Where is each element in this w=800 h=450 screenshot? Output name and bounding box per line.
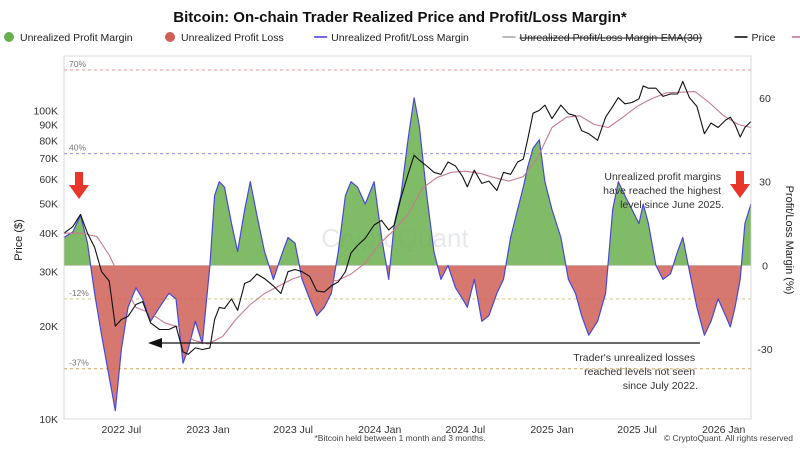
reference-label: -37% (69, 358, 89, 368)
x-tick-label: 2022 Jul (102, 424, 142, 436)
annotation-loss-line-1: Trader's unrealized losses (573, 352, 695, 364)
reference-label: -12% (69, 288, 89, 298)
x-tick-label: 2026 Jan (702, 424, 745, 436)
reference-label: 70% (69, 59, 86, 69)
left-tick-label: 70K (39, 153, 58, 165)
legend-item: Price (734, 32, 776, 44)
legend-item: Unrealized Profit Margin (4, 32, 133, 44)
plot-frame (63, 55, 752, 420)
left-arrow-icon (148, 338, 700, 348)
legend-label: Price (752, 32, 776, 44)
legend-item: Unrealized Profit Loss (165, 32, 284, 44)
legend-label: Unrealized Profit Margin (20, 32, 133, 44)
down-arrow-right-icon (730, 171, 750, 198)
left-tick-label: 60K (39, 174, 58, 186)
profit-area (64, 97, 751, 266)
left-tick-label: 100K (33, 105, 58, 117)
annotations: Unrealized profit margins have reached t… (573, 171, 724, 392)
x-tick-label: 2024 Jul (446, 424, 486, 436)
right-tick-label: 60 (759, 93, 771, 105)
chart-title: Bitcoin: On-chain Trader Realized Price … (173, 9, 627, 26)
copyright: © CryptoQuant. All rights reserved (664, 433, 793, 443)
left-tick-label: 30K (39, 267, 58, 279)
annotation-loss-line-3: since July 2022. (623, 380, 698, 392)
x-tick-label: 2025 Jan (530, 424, 573, 436)
margin-line (63, 97, 752, 412)
annotation-profit-line-1: Unrealized profit margins (604, 171, 721, 183)
annotation-arrows (69, 171, 750, 348)
annotation-loss-line-2: reached levels not seen (584, 366, 695, 378)
left-tick-label: 10K (39, 414, 58, 426)
loss-area (64, 265, 751, 411)
annotation-loss: Trader's unrealized losses reached level… (573, 352, 698, 392)
right-tick-label: 30 (759, 177, 771, 189)
annotation-profit-line-3: level since June 2025. (620, 199, 724, 211)
legend-item: Unrealized Profit/Loss Margin (314, 32, 469, 44)
reference-label: 40% (69, 143, 86, 153)
legend-item: Realized Price (791, 36, 800, 38)
x-tick-label: 2023 Jan (186, 424, 229, 436)
left-tick-label: 40K (39, 228, 58, 240)
right-tick-label: -30 (757, 344, 772, 356)
annotation-profit: Unrealized profit margins have reached t… (603, 171, 724, 211)
left-tick-label: 50K (39, 198, 58, 210)
x-tick-label: 2024 Jan (358, 424, 401, 436)
left-tick-label: 80K (39, 135, 58, 147)
margin-areas (64, 97, 751, 411)
left-axis-ticks: 10K 20K 30K 40K 50K 60K 70K 80K 90K 100K (33, 105, 58, 426)
legend-item: Unrealized Profit/Loss Margin-EMA(30) (502, 32, 703, 44)
right-axis-label: Profit/Loss Margin (%) (783, 186, 795, 295)
legend-swatch (165, 32, 176, 42)
legend-label: Unrealized Profit/Loss Margin (331, 32, 469, 44)
price-line (63, 80, 752, 355)
legend: Unrealized Profit Margin Unrealized Profi… (4, 32, 800, 44)
footnote: *Bitcoin held between 1 month and 3 mont… (314, 433, 485, 443)
left-axis-label: Price ($) (13, 219, 25, 261)
left-tick-label: 20K (39, 321, 58, 333)
series-lines (63, 80, 752, 412)
legend-label: Unrealized Profit/Loss Margin-EMA(30) (520, 32, 703, 44)
realized-price-line (64, 91, 752, 345)
legend-label: Unrealized Profit Loss (181, 32, 284, 44)
right-tick-label: 0 (762, 260, 768, 272)
annotation-profit-line-2: have reached the highest (603, 185, 721, 197)
down-arrow-left-icon (69, 172, 89, 199)
x-tick-label: 2025 Jul (617, 424, 657, 436)
legend-swatch (4, 32, 14, 42)
right-axis-ticks: 60 30 0 -30 (757, 93, 772, 356)
x-axis-ticks: 2022 Jul 2023 Jan 2023 Jul 2024 Jan 2024 Jul… (102, 424, 746, 436)
left-tick-label: 90K (39, 119, 58, 131)
x-tick-label: 2023 Jul (273, 424, 313, 436)
